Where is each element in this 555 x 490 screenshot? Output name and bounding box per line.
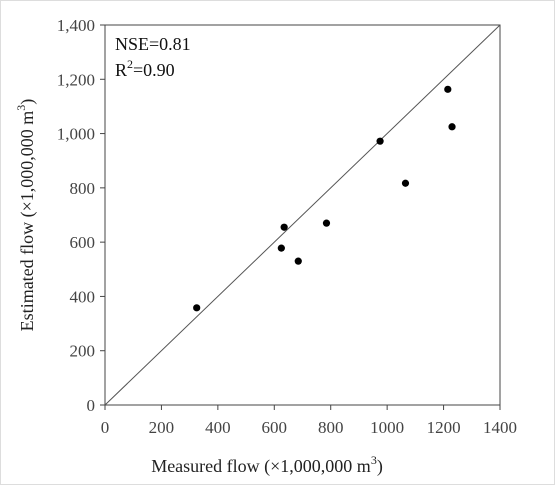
y-tick-label: 400 bbox=[70, 287, 96, 306]
one-to-one-reference-line bbox=[104, 24, 501, 406]
y-tick-label: 0 bbox=[87, 396, 96, 415]
data-points bbox=[193, 85, 456, 312]
x-axis-ticks: 0 200 400 600 800 1000 1200 1400 bbox=[101, 405, 517, 437]
x-tick-label: 1400 bbox=[483, 418, 517, 437]
y-tick-label: 1,200 bbox=[57, 70, 95, 89]
y-tick-label: 600 bbox=[70, 233, 96, 252]
data-point bbox=[277, 244, 285, 252]
data-point bbox=[280, 223, 288, 231]
x-tick-label: 0 bbox=[101, 418, 110, 437]
x-tick-label: 1200 bbox=[427, 418, 461, 437]
x-tick-label: 200 bbox=[149, 418, 175, 437]
data-point bbox=[376, 137, 384, 145]
y-tick-label: 1,400 bbox=[57, 16, 95, 35]
data-point bbox=[448, 123, 456, 131]
x-axis-label: Measured flow (×1,000,000 m3) bbox=[151, 453, 383, 477]
y-axis-ticks: 0 200 400 600 800 1,000 1,200 1,400 bbox=[57, 16, 105, 415]
y-axis-label: Estimated flow (×1,000,000 m3) bbox=[14, 99, 38, 332]
data-point bbox=[294, 257, 302, 265]
x-tick-label: 800 bbox=[318, 418, 344, 437]
data-point bbox=[193, 304, 201, 312]
nse-annotation: NSE=0.81 bbox=[115, 34, 191, 54]
plot-area-frame bbox=[104, 24, 501, 406]
y-tick-label: 800 bbox=[70, 179, 96, 198]
y-tick-label: 1,000 bbox=[57, 125, 95, 144]
r2-annotation: R2=0.90 bbox=[115, 57, 175, 80]
data-point bbox=[322, 219, 331, 227]
data-point bbox=[401, 179, 410, 187]
x-tick-label: 400 bbox=[205, 418, 231, 437]
data-point bbox=[444, 85, 452, 93]
y-tick-label: 200 bbox=[70, 342, 96, 361]
x-tick-label: 1000 bbox=[370, 418, 404, 437]
x-tick-label: 600 bbox=[262, 418, 288, 437]
